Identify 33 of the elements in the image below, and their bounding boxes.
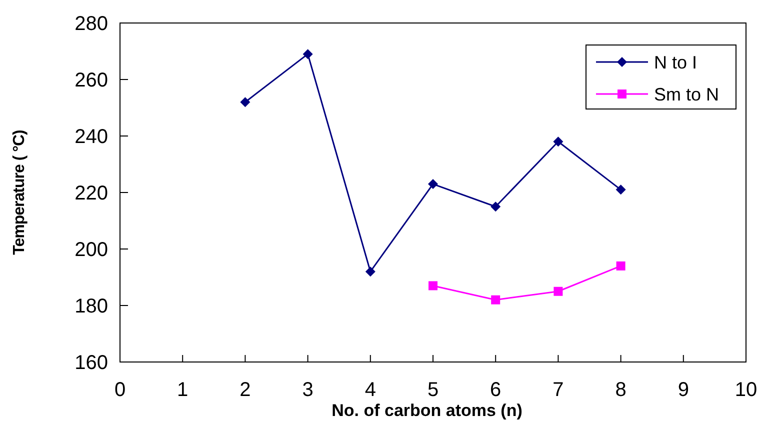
point <box>302 49 313 60</box>
y-tick-label: 160 <box>74 352 108 374</box>
y-tick-label: 180 <box>74 296 108 318</box>
x-tick-label: 0 <box>114 379 126 401</box>
point <box>616 261 626 270</box>
x-tick-label: 6 <box>490 379 502 401</box>
x-tick-label: 2 <box>240 379 251 401</box>
x-axis-title: No. of carbon atoms (n) <box>332 401 522 420</box>
point <box>553 136 564 147</box>
x-tick-label: 7 <box>552 379 564 401</box>
x-tick-label: 3 <box>302 379 314 401</box>
y-axis-title: Temperature ( °C) <box>11 130 28 255</box>
x-tick-label: 4 <box>364 379 376 401</box>
point <box>428 281 438 290</box>
point <box>554 286 563 296</box>
x-tick-label: 5 <box>427 379 439 401</box>
y-tick-label: 220 <box>74 182 108 204</box>
legend-label: N to I <box>654 52 698 72</box>
x-tick-label: 9 <box>678 379 689 401</box>
x-tick-label: 1 <box>177 379 188 401</box>
x-tick-label: 10 <box>734 379 758 401</box>
y-tick-label: 280 <box>74 13 108 35</box>
y-tick-label: 200 <box>74 239 108 261</box>
point <box>616 184 626 195</box>
legend-label: Sm to N <box>654 84 720 104</box>
point <box>491 295 500 304</box>
point <box>490 202 501 212</box>
y-tick-label: 240 <box>74 126 108 148</box>
x-tick-label: 8 <box>615 379 626 401</box>
point <box>365 266 376 277</box>
point <box>428 179 438 190</box>
point <box>240 97 250 108</box>
y-tick-label: 260 <box>74 70 108 92</box>
